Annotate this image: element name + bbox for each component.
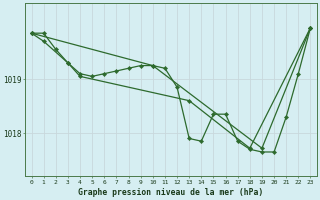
X-axis label: Graphe pression niveau de la mer (hPa): Graphe pression niveau de la mer (hPa) xyxy=(78,188,264,197)
